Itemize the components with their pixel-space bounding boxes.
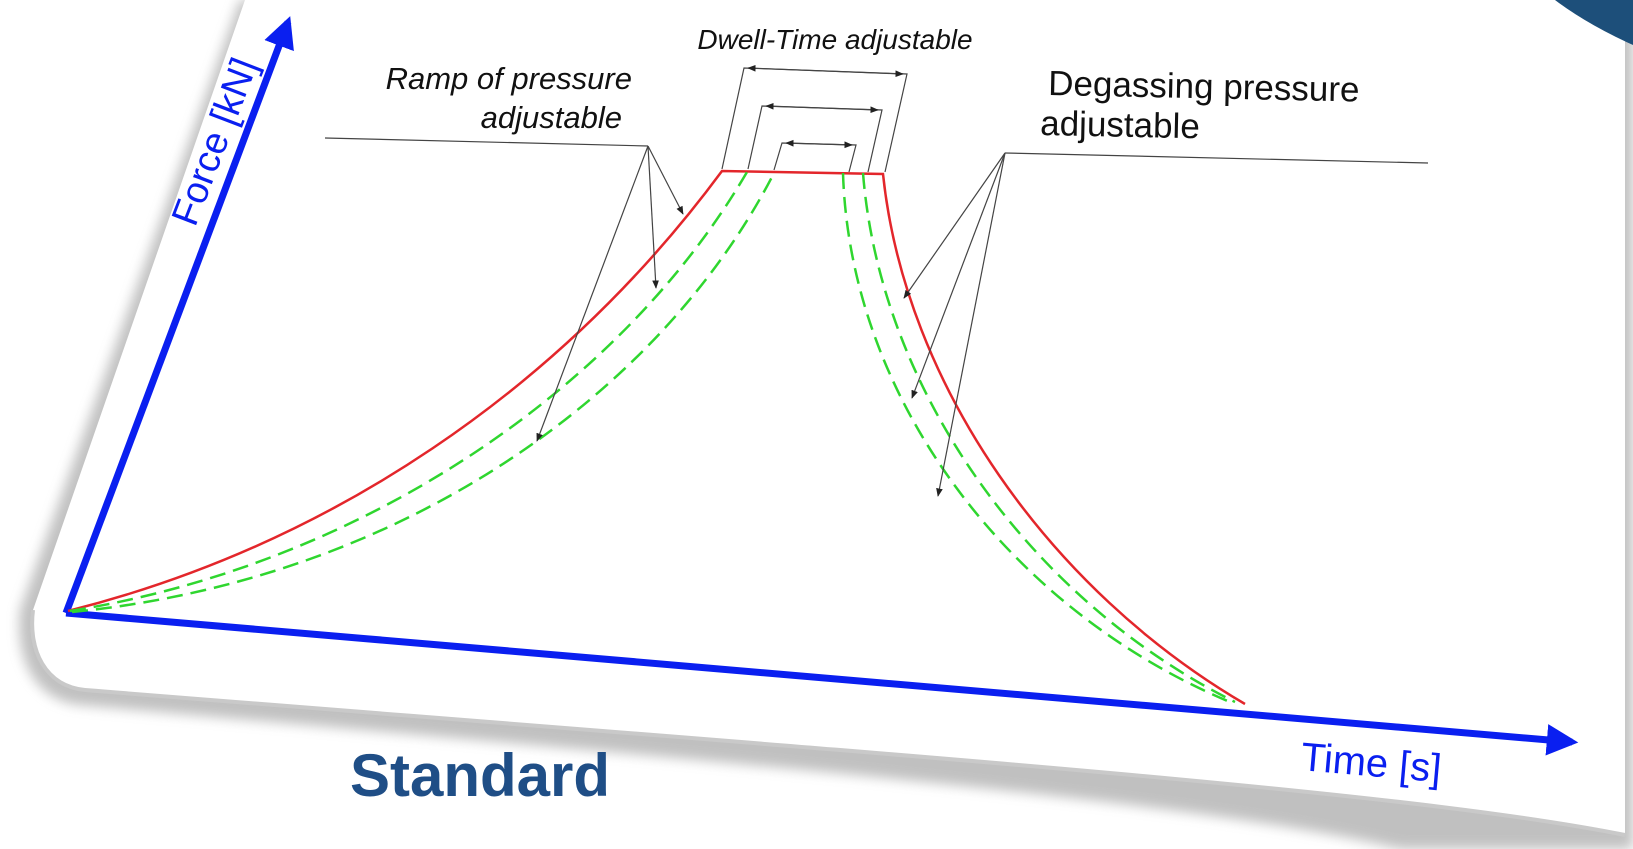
alt-degas-curve-1	[861, 172, 1236, 704]
alt-ramp-curve-2	[71, 172, 776, 614]
caption-standard: Standard	[350, 742, 610, 809]
degas-label-line2: adjustable	[1040, 104, 1200, 146]
active-pressure-curve	[67, 169, 1246, 706]
corner-accent	[1555, 0, 1633, 45]
pressure-curves	[67, 169, 1246, 706]
alt-degas-curve-2	[841, 172, 1231, 704]
degas-leaders	[903, 152, 1429, 497]
x-axis	[65, 609, 1579, 756]
y-axis	[62, 16, 294, 615]
card-panel	[19, 0, 1633, 849]
ramp-leaders	[324, 137, 684, 442]
ramp-label-line2: adjustable	[481, 100, 622, 135]
axes	[62, 16, 1579, 756]
dwell-brackets	[721, 64, 908, 173]
ramp-label-line1: Ramp of pressure	[386, 61, 632, 96]
dwell-time-label: Dwell-Time adjustable	[697, 24, 972, 55]
alt-ramp-curve-1	[69, 171, 749, 613]
degas-label-line1: Degassing pressure	[1048, 64, 1360, 110]
